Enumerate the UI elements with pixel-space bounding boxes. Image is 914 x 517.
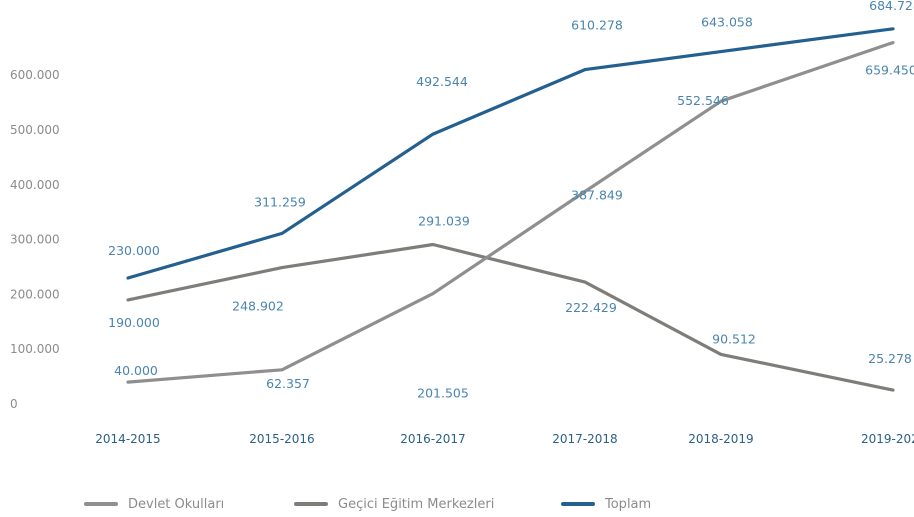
- y-tick-label: 600.000: [10, 68, 60, 82]
- x-tick-label: 2019-202: [861, 432, 914, 446]
- data-label-gecici: 190.000: [108, 315, 160, 330]
- data-label-toplam: 492.544: [416, 74, 468, 89]
- data-label-devlet: 659.450: [865, 63, 914, 78]
- data-label-devlet: 201.505: [417, 386, 469, 401]
- legend-label-devlet: Devlet Okulları: [128, 497, 224, 512]
- data-label-devlet: 62.357: [266, 376, 310, 391]
- y-tick-label: 400.000: [10, 178, 60, 192]
- series-lines: [126, 27, 895, 392]
- x-tick-label: 2018-2019: [688, 432, 753, 446]
- data-label-toplam: 610.278: [571, 18, 623, 33]
- data-label-toplam: 230.000: [108, 243, 160, 258]
- data-label-devlet: 552.546: [677, 93, 729, 108]
- data-label-toplam: 643.058: [701, 15, 753, 30]
- data-label-gecici: 248.902: [232, 299, 284, 314]
- x-tick-label: 2016-2017: [400, 432, 465, 446]
- y-tick-label: 0: [10, 397, 18, 411]
- y-tick-label: 500.000: [10, 123, 60, 137]
- y-tick-label: 100.000: [10, 342, 60, 356]
- data-label-gecici: 25.278: [868, 351, 912, 366]
- y-tick-label: 200.000: [10, 287, 60, 301]
- data-label-toplam: 684.728: [869, 0, 914, 13]
- series-line-toplam: [126, 27, 895, 280]
- x-tick-label: 2017-2018: [552, 432, 617, 446]
- y-axis: 0 100.000 200.000 300.000 400.000 500.000 600.…: [10, 68, 60, 411]
- data-label-devlet: 387.849: [571, 187, 623, 202]
- series-line-gecici: [126, 242, 895, 392]
- x-tick-label: 2014-2015: [95, 432, 160, 446]
- data-label-toplam: 311.259: [254, 194, 306, 209]
- legend-label-toplam: Toplam: [604, 497, 651, 512]
- data-labels: 40.000 62.357 201.505 387.849 552.546 659.450…: [108, 0, 914, 401]
- series-line-devlet: [126, 40, 895, 384]
- data-label-gecici: 90.512: [712, 331, 756, 346]
- x-axis: 2014-2015 2015-2016 2016-2017 2017-2018 2018…: [95, 432, 914, 446]
- x-tick-label: 2015-2016: [249, 432, 314, 446]
- y-tick-label: 300.000: [10, 233, 60, 247]
- legend-label-gecici: Geçici Eğitim Merkezleri: [338, 497, 494, 512]
- data-label-devlet: 40.000: [114, 363, 158, 378]
- legend: Devlet Okulları Geçici Eğitim Merkezleri T…: [84, 497, 651, 512]
- data-label-gecici: 291.039: [418, 214, 470, 229]
- data-label-gecici: 222.429: [565, 300, 617, 315]
